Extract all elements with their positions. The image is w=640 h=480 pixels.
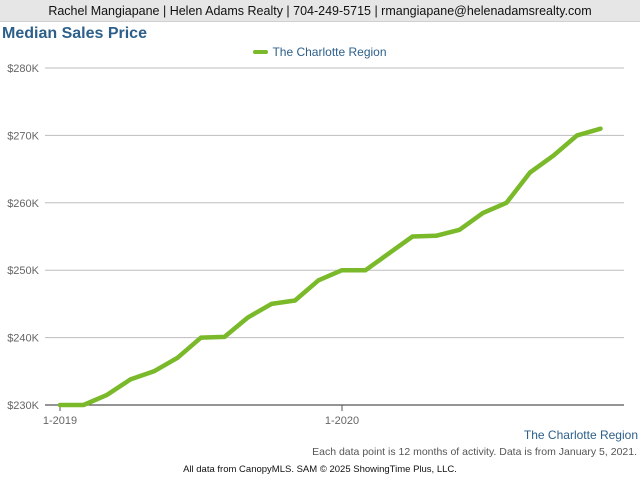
data-point	[128, 377, 133, 382]
data-point	[293, 298, 297, 303]
y-tick-label: $240K	[7, 333, 39, 345]
y-tick-label: $260K	[7, 198, 39, 210]
line-chart: $230K $240K $250K $260K $270K $280K 1-2019 1-20…	[7, 63, 624, 427]
y-tick-label: $270K	[7, 130, 39, 142]
data-note: Each data point is 12 months of activity…	[312, 446, 637, 458]
data-point	[269, 301, 274, 306]
data-point	[58, 403, 62, 407]
data-point	[199, 335, 203, 340]
data-point	[81, 403, 86, 407]
data-point	[363, 268, 368, 273]
data-point	[222, 334, 227, 339]
footer-credit: All data from CanopyMLS. SAM © 2025 Show…	[183, 464, 457, 475]
data-point	[551, 153, 556, 158]
x-tick-label: 1-2019	[43, 415, 77, 427]
contact-header: Rachel Mangiapane | Helen Adams Realty |…	[0, 0, 640, 22]
data-point	[410, 234, 415, 239]
data-point	[316, 278, 321, 283]
data-point	[575, 133, 579, 138]
data-point	[481, 210, 485, 215]
series-line-charlotte-region	[57, 126, 603, 408]
data-point	[528, 170, 532, 175]
data-point	[340, 268, 344, 273]
data-point	[246, 315, 250, 320]
data-point	[105, 392, 109, 397]
legend: The Charlotte Region	[0, 45, 640, 59]
data-point	[504, 200, 509, 205]
data-point	[175, 355, 180, 360]
y-tick-label: $230K	[7, 400, 39, 412]
x-tick-label: 1-2020	[325, 415, 359, 427]
legend-label: The Charlotte Region	[272, 45, 387, 59]
data-point	[457, 227, 462, 232]
legend-swatch	[253, 49, 269, 54]
data-point	[387, 251, 391, 256]
data-point	[434, 233, 438, 238]
chart-title: Median Sales Price	[2, 25, 147, 42]
y-tick-label: $280K	[7, 63, 39, 75]
data-point	[598, 126, 603, 131]
y-tick-label: $250K	[7, 265, 39, 277]
region-label: The Charlotte Region	[523, 428, 638, 442]
data-point	[152, 369, 156, 374]
